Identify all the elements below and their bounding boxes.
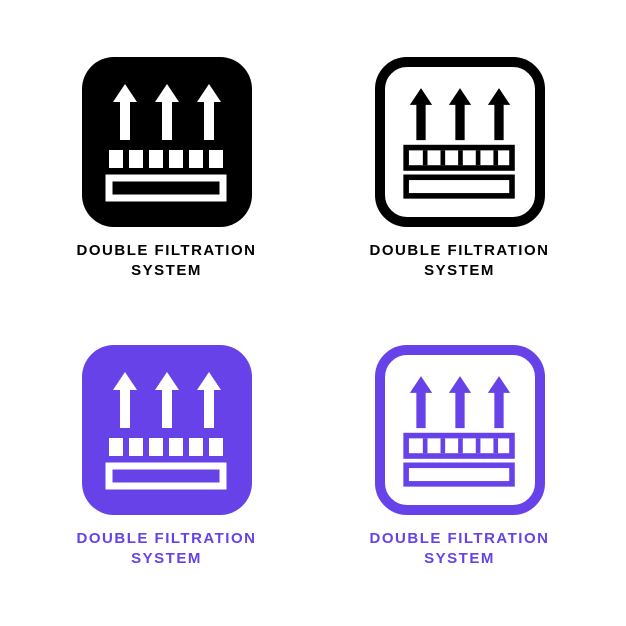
variant-outline-purple: DOUBLE FILTRATION SYSTEM [323, 328, 596, 586]
icon-label: DOUBLE FILTRATION SYSTEM [370, 241, 550, 282]
variant-outline-black: DOUBLE FILTRATION SYSTEM [323, 40, 596, 298]
label-line-2: SYSTEM [370, 549, 550, 569]
label-line-1: DOUBLE FILTRATION [77, 241, 257, 261]
icon-label: DOUBLE FILTRATION SYSTEM [77, 529, 257, 570]
filtration-icon [82, 345, 252, 515]
filtration-glyph [395, 365, 525, 495]
filtration-icon [375, 345, 545, 515]
label-line-1: DOUBLE FILTRATION [370, 529, 550, 549]
filtration-glyph [395, 77, 525, 207]
filtration-icon [82, 57, 252, 227]
filtration-icon [375, 57, 545, 227]
icon-label: DOUBLE FILTRATION SYSTEM [370, 529, 550, 570]
label-line-2: SYSTEM [77, 261, 257, 281]
variant-filled-purple: DOUBLE FILTRATION SYSTEM [30, 328, 303, 586]
label-line-1: DOUBLE FILTRATION [77, 529, 257, 549]
variant-filled-black: DOUBLE FILTRATION SYSTEM [30, 40, 303, 298]
label-line-2: SYSTEM [370, 261, 550, 281]
icon-label: DOUBLE FILTRATION SYSTEM [77, 241, 257, 282]
filtration-glyph [97, 72, 237, 212]
filtration-glyph [97, 360, 237, 500]
label-line-2: SYSTEM [77, 549, 257, 569]
label-line-1: DOUBLE FILTRATION [370, 241, 550, 261]
